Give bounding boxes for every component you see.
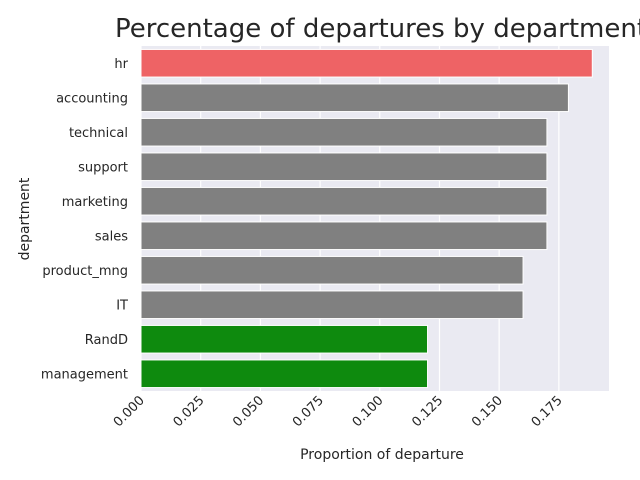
bar-technical [140, 117, 548, 147]
bar-IT [140, 290, 524, 320]
y-tick-label: RandD [85, 333, 128, 348]
chart-title: Percentage of departures by department [115, 14, 640, 44]
bar-sales [140, 221, 548, 251]
y-tick-label: marketing [62, 195, 128, 210]
bar-marketing [140, 186, 548, 216]
bar-management [140, 359, 429, 389]
x-tick-label: 0.000 [111, 393, 148, 430]
x-tick-label: 0.125 [409, 393, 446, 430]
bar-hr [140, 48, 593, 78]
bar-RandD [140, 324, 429, 354]
x-tick-label: 0.025 [171, 393, 208, 430]
y-tick-label: product_mng [42, 264, 128, 279]
x-tick-labels: 0.000 0.025 0.050 0.075 0.100 0.125 0.150 0.175 [111, 393, 566, 430]
bar-accounting [140, 83, 569, 113]
bar-product_mng [140, 255, 524, 285]
x-tick-label: 0.175 [529, 393, 566, 430]
bar-support [140, 152, 548, 182]
x-tick-label: 0.050 [230, 393, 267, 430]
x-tick-label: 0.100 [350, 393, 387, 430]
y-tick-label: IT [116, 298, 128, 313]
bars-group [140, 48, 593, 389]
y-tick-label: support [78, 160, 128, 175]
y-tick-label: management [41, 367, 128, 382]
y-tick-label: sales [95, 229, 128, 244]
x-tick-label: 0.075 [290, 393, 327, 430]
y-axis-label: department [17, 177, 33, 260]
y-tick-label: hr [114, 57, 128, 72]
y-tick-labels: hr accounting technical support marketing sal… [41, 57, 129, 383]
y-tick-label: technical [69, 126, 128, 141]
x-axis-label: Proportion of departure [300, 447, 464, 463]
x-tick-label: 0.150 [469, 393, 506, 430]
y-tick-label: accounting [56, 91, 128, 106]
